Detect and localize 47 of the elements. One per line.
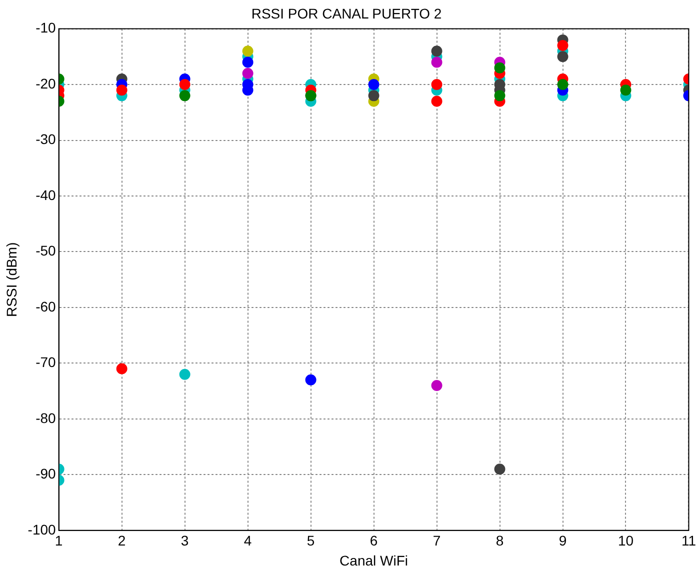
point bbox=[494, 464, 506, 475]
point bbox=[368, 90, 380, 102]
point bbox=[242, 46, 254, 57]
x-tick-label: 10 bbox=[618, 532, 634, 549]
point bbox=[116, 84, 128, 96]
y-tick-label: -40 bbox=[36, 186, 56, 203]
point bbox=[116, 363, 128, 374]
x-tick-label: 1 bbox=[54, 532, 63, 549]
point bbox=[242, 68, 254, 79]
y-tick-label: -100 bbox=[28, 521, 56, 538]
y-tick-label: -10 bbox=[36, 20, 56, 36]
y-axis-title: RSSI (dBm) bbox=[3, 242, 20, 317]
point bbox=[179, 79, 190, 90]
point bbox=[431, 96, 442, 107]
x-tick-label: 11 bbox=[681, 532, 696, 549]
x-tick-label: 3 bbox=[180, 532, 189, 549]
point bbox=[242, 56, 254, 68]
y-tick-label: -80 bbox=[36, 410, 56, 426]
y-tick-label: -70 bbox=[36, 354, 56, 370]
point bbox=[431, 79, 442, 90]
point bbox=[305, 374, 316, 386]
x-tick-label: 9 bbox=[558, 532, 567, 549]
x-tick-label: 4 bbox=[244, 532, 252, 549]
point bbox=[494, 62, 506, 74]
point bbox=[431, 46, 442, 57]
x-tick-label: 5 bbox=[306, 532, 315, 549]
point bbox=[557, 79, 568, 90]
y-tick-label: -20 bbox=[36, 75, 56, 92]
y-tick-label: -30 bbox=[36, 131, 56, 148]
x-tick-label: 8 bbox=[496, 532, 504, 549]
chart-title: RSSI POR CANAL PUERTO 2 bbox=[251, 5, 442, 22]
y-tick-label: -60 bbox=[36, 298, 56, 314]
y-tick-label: -90 bbox=[36, 466, 56, 482]
point bbox=[179, 90, 190, 102]
point bbox=[431, 56, 442, 68]
point bbox=[368, 79, 380, 90]
point bbox=[494, 90, 506, 102]
point bbox=[620, 84, 632, 96]
x-tick-label: 2 bbox=[118, 532, 126, 549]
point bbox=[557, 51, 568, 62]
point bbox=[557, 40, 568, 52]
x-axis-title: Canal WiFi bbox=[340, 552, 408, 568]
x-tick-label: 7 bbox=[432, 532, 441, 549]
x-tick-label: 6 bbox=[370, 532, 378, 549]
point bbox=[431, 380, 442, 391]
point bbox=[179, 368, 190, 380]
y-tick-label: -50 bbox=[36, 242, 56, 259]
